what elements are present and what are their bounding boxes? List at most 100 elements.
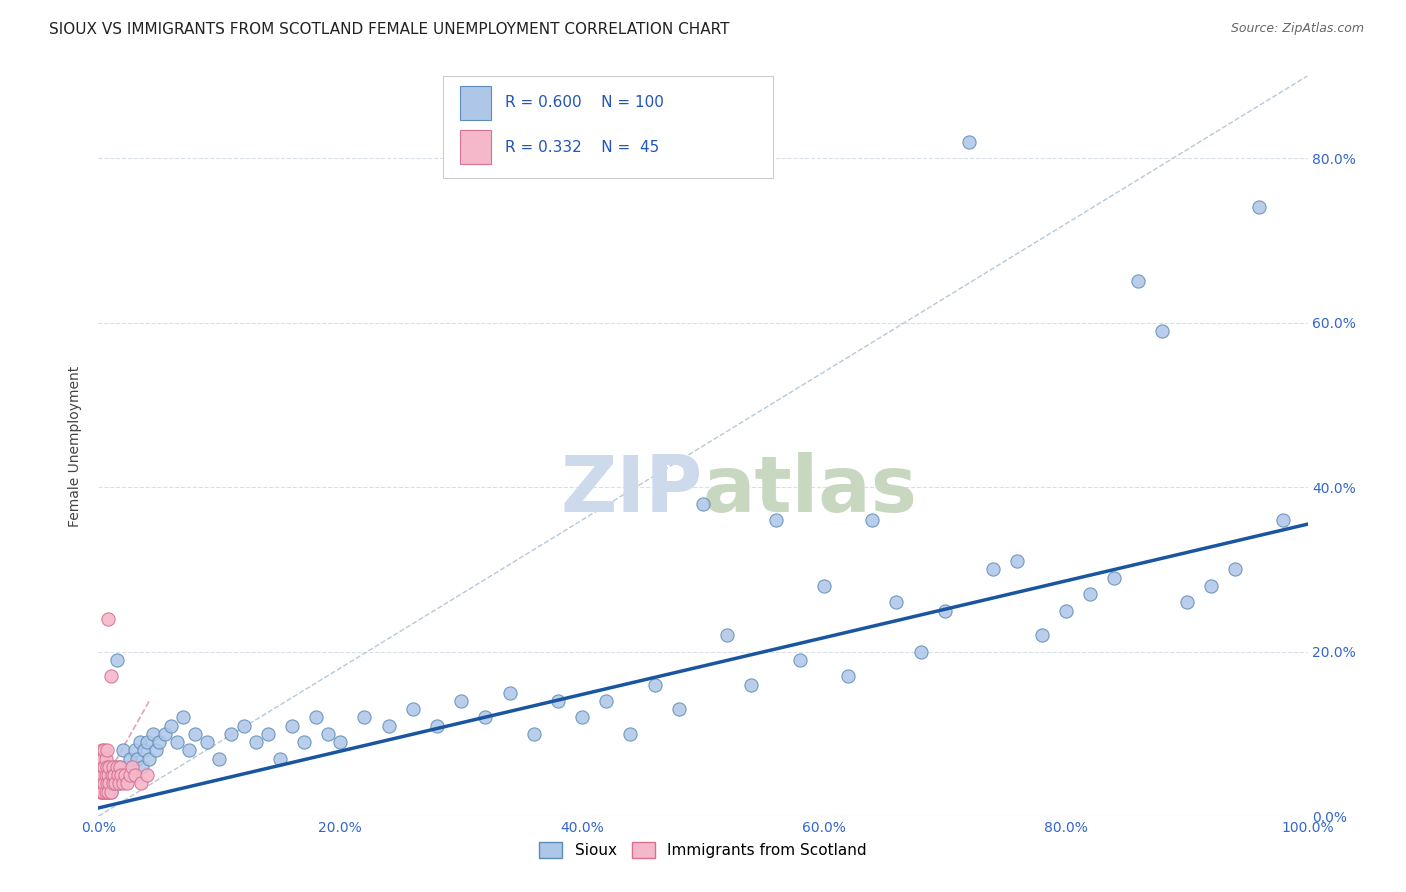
Point [1249, 201, 1271, 215]
Point [450, 694, 472, 708]
Point [1175, 595, 1198, 609]
Point [111, 743, 134, 757]
Point [124, 768, 146, 782]
Point [124, 743, 146, 757]
Text: atlas: atlas [703, 452, 918, 528]
Point [91, 768, 114, 782]
Point [256, 727, 278, 741]
Point [98, 760, 121, 774]
Point [118, 768, 141, 782]
Point [93, 776, 115, 790]
Text: SIOUX VS IMMIGRANTS FROM SCOTLAND FEMALE UNEMPLOYMENT CORRELATION CHART: SIOUX VS IMMIGRANTS FROM SCOTLAND FEMALE… [49, 22, 730, 37]
Point [90, 751, 112, 765]
Point [90, 768, 112, 782]
Point [981, 562, 1004, 576]
Point [644, 677, 666, 691]
Point [94, 751, 117, 765]
Text: Source: ZipAtlas.com: Source: ZipAtlas.com [1230, 22, 1364, 36]
Point [765, 513, 787, 527]
Point [121, 760, 143, 774]
Point [245, 735, 267, 749]
Point [107, 768, 129, 782]
Point [104, 760, 127, 774]
Point [100, 669, 122, 683]
Point [97, 768, 120, 782]
Point [118, 751, 141, 765]
Point [281, 719, 304, 733]
Point [145, 743, 167, 757]
Point [208, 751, 231, 765]
Point [134, 743, 156, 757]
Point [269, 751, 291, 765]
Point [934, 603, 956, 617]
Point [110, 768, 132, 782]
Point [184, 727, 207, 741]
Point [138, 751, 160, 765]
Point [94, 768, 117, 782]
Point [89, 776, 111, 790]
Point [1031, 628, 1053, 642]
Point [90, 784, 112, 798]
Point [91, 743, 114, 757]
Point [1078, 587, 1101, 601]
Point [98, 776, 121, 790]
Point [93, 760, 115, 774]
Point [837, 669, 859, 683]
Point [595, 694, 617, 708]
Point [91, 776, 114, 790]
Point [93, 760, 115, 774]
Point [668, 702, 690, 716]
Point [135, 735, 157, 749]
Point [292, 735, 315, 749]
Legend: Sioux, Immigrants from Scotland: Sioux, Immigrants from Scotland [533, 836, 873, 864]
Point [195, 735, 218, 749]
Point [100, 784, 122, 798]
Point [101, 768, 124, 782]
Point [93, 776, 115, 790]
Point [232, 719, 254, 733]
Point [100, 768, 122, 782]
Point [523, 727, 546, 741]
Point [129, 776, 152, 790]
Point [100, 776, 122, 790]
Point [91, 776, 114, 790]
Point [957, 135, 980, 149]
Point [498, 686, 520, 700]
Point [108, 776, 131, 790]
Point [160, 719, 183, 733]
Point [103, 768, 125, 782]
Point [117, 760, 139, 774]
Point [860, 513, 883, 527]
Point [148, 735, 170, 749]
Point [94, 784, 117, 798]
Point [98, 776, 121, 790]
Point [101, 760, 124, 774]
Point [910, 645, 932, 659]
Point [1054, 603, 1077, 617]
Point [101, 776, 124, 790]
Point [1272, 513, 1295, 527]
Point [98, 760, 121, 774]
Point [91, 768, 114, 782]
Point [89, 760, 111, 774]
Point [128, 735, 150, 749]
Point [789, 653, 811, 667]
Point [153, 727, 176, 741]
Point [89, 776, 111, 790]
Point [100, 768, 122, 782]
Point [1199, 579, 1222, 593]
Point [135, 768, 157, 782]
Point [619, 727, 641, 741]
Point [426, 719, 449, 733]
Point [316, 727, 339, 741]
Point [142, 727, 165, 741]
Point [547, 694, 569, 708]
Point [179, 743, 201, 757]
Point [114, 768, 136, 782]
Point [91, 760, 114, 774]
Point [108, 760, 131, 774]
Point [813, 579, 835, 593]
Point [166, 735, 188, 749]
Point [131, 760, 153, 774]
Point [93, 743, 115, 757]
